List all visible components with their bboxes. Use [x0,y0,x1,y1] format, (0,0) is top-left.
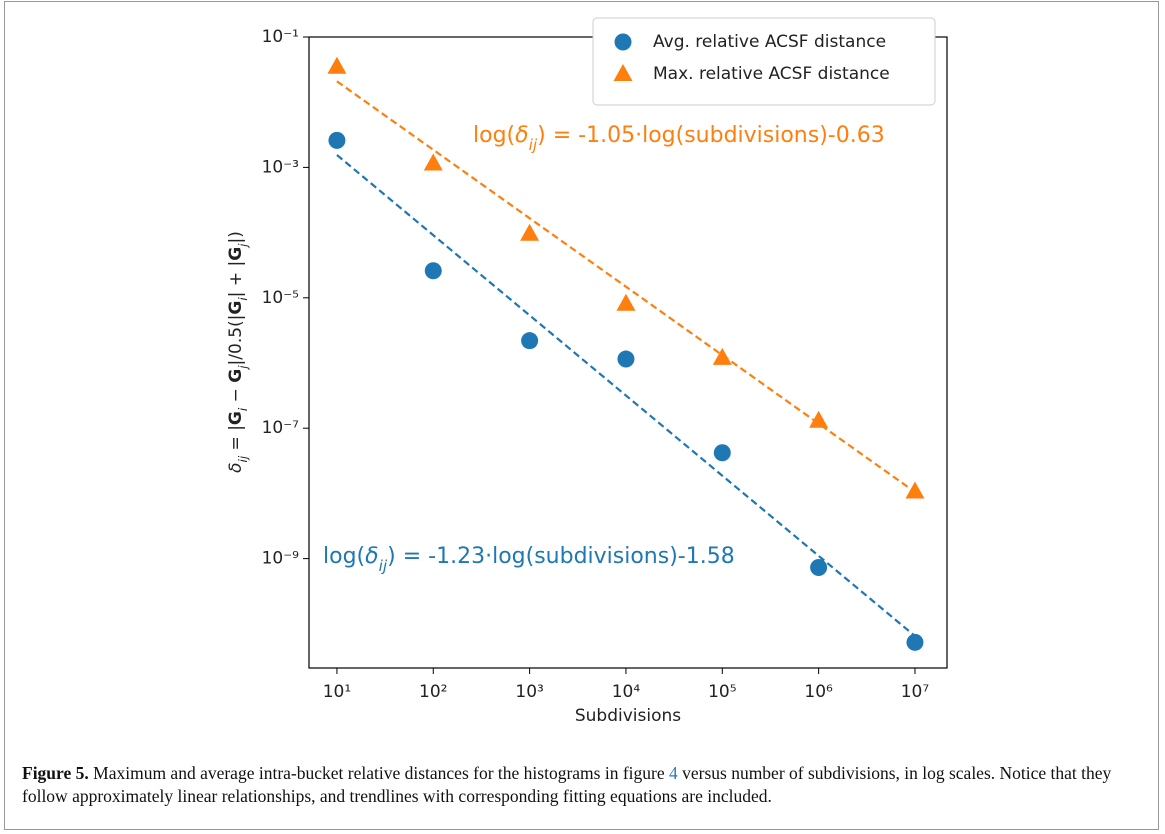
label-part: j [236,243,250,249]
label-part: G [226,301,246,315]
x-tick-label: 10² [419,682,447,702]
y-tick-label: 10⁻⁹ [262,549,300,569]
trendline [336,154,916,637]
fit-equation: log(δij) = -1.05·log(subdivisions)-0.63 [473,123,885,154]
x-tick-label: 10⁴ [612,682,641,702]
x-axis-label: Subdivisions [575,706,681,726]
circle-marker [328,131,346,149]
label-part: = | [226,425,246,456]
circle-marker [424,262,442,280]
triangle-marker [520,223,540,241]
trendline [336,80,916,493]
y-tick-label: 10⁻⁵ [262,288,299,308]
label-part: |/0.5(| [226,315,246,366]
label-part: G [226,411,246,425]
label-part: ) = -1.23·log(subdivisions)-1.58 [387,544,735,569]
y-tick-label: 10⁻¹ [262,27,299,47]
chart: Subdivisions δij = |Gi − Gj|/0.5(|Gi| + … [226,17,948,726]
x-tick-label: 10⁷ [901,682,930,702]
label-part: ) = -1.05·log(subdivisions)-0.63 [537,123,885,148]
caption-text: Maximum and average intra-bucket relativ… [93,763,669,783]
y-tick-label: 10⁻³ [262,157,299,177]
label-part: log( [323,544,365,569]
circle-marker [521,332,539,350]
label-part: δ [515,123,528,148]
circle-marker [713,444,731,462]
x-tick-label: 10⁵ [708,682,736,702]
caption-text: versus number of subdivisions, in log sc… [22,763,1112,806]
label-part: | + | [226,261,246,298]
fit-equation: log(δij) = -1.23·log(subdivisions)-1.58 [323,544,735,575]
triangle-marker [905,481,925,499]
circle-marker [810,559,828,577]
triangle-marker [712,347,732,365]
legend-marker [614,33,632,51]
label-part: i [236,407,250,411]
label-part: log( [473,123,515,148]
triangle-marker [423,153,443,171]
x-tick-label: 10³ [515,682,543,702]
x-tick-label: 10¹ [323,682,351,702]
legend-label: Avg. relative ACSF distance [653,32,886,52]
label-part: ij [379,557,388,575]
label-part: i [236,297,250,301]
label-part: j [236,365,250,371]
legend-label: Max. relative ACSF distance [653,64,890,84]
circle-marker [617,350,635,368]
triangle-marker [616,293,636,311]
legend-marker [613,64,633,81]
caption-label: Figure 5. [22,763,89,783]
caption-ref: 4 [668,763,678,783]
label-part: δ [226,462,246,472]
label-part: ij [529,136,538,154]
label-part: ij [236,455,250,462]
y-axis-label: δij = |Gi − Gj|/0.5(|Gi| + |Gj|) [226,231,250,473]
y-tick-label: 10⁻⁷ [262,418,300,438]
triangle-marker [327,56,347,74]
label-part: G [226,247,246,261]
circle-marker [906,633,924,651]
label-part: − [226,383,246,408]
x-tick-label: 10⁶ [804,682,833,702]
label-part: δ [365,544,378,569]
caption: Figure 5. Maximum and average intra-buck… [22,762,1142,808]
legend-box [592,17,936,106]
label-part: |) [226,231,246,243]
figure-frame [4,1,1159,830]
label-part: G [226,369,246,383]
triangle-marker [809,410,829,428]
